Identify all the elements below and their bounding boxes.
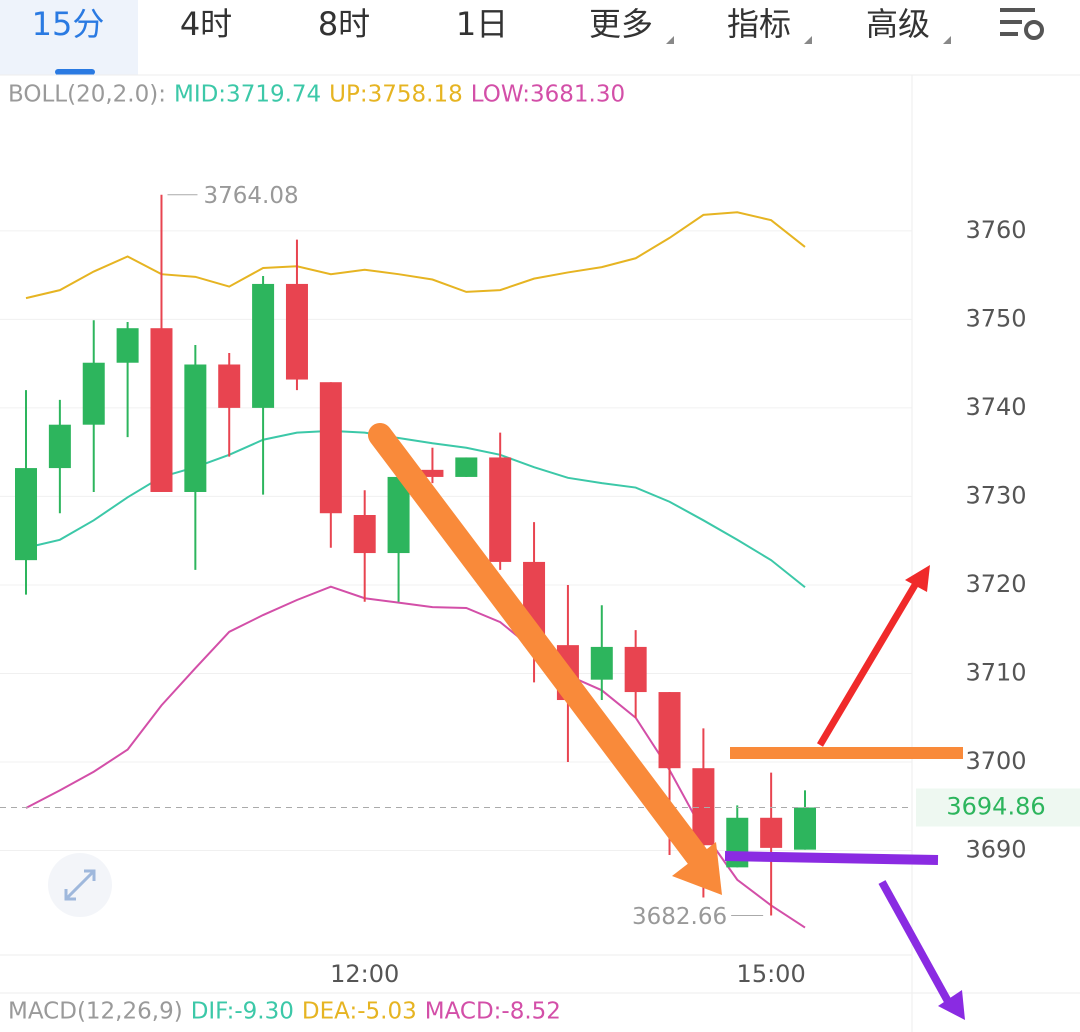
y-tick-label: 3700 (965, 747, 1026, 775)
dropdown-caret (666, 36, 674, 44)
candle-body (184, 364, 207, 492)
indicator-label: DEA:-5.03 (302, 999, 417, 1025)
indicator-label: MACD(12,26,9) (8, 999, 183, 1025)
y-tick-label: 3720 (965, 570, 1026, 598)
indicator-label: DIF:-9.30 (191, 999, 294, 1025)
expand-button[interactable] (48, 853, 112, 917)
y-tick-label: 3740 (965, 393, 1026, 421)
candle-body (252, 283, 275, 408)
tab[interactable]: 高级 (866, 5, 930, 43)
tab[interactable]: 4时 (180, 5, 232, 43)
candle-body (387, 476, 410, 554)
boll-line (25, 429, 806, 589)
candle-body (150, 328, 173, 492)
annotations (368, 423, 965, 1020)
dropdown-caret (804, 36, 812, 44)
y-tick-label: 3710 (965, 658, 1026, 686)
candle-body (319, 382, 342, 514)
low-label: 3682.66 (632, 904, 727, 930)
x-tick-label: 15:00 (737, 960, 806, 988)
candle-body (15, 468, 37, 561)
x-tick-label: 12:00 (330, 960, 399, 988)
tab[interactable]: 15分 (32, 5, 105, 43)
indicator-label: MID:3719.74 (174, 82, 321, 108)
boll-line (25, 211, 806, 300)
tab[interactable]: 1日 (456, 5, 508, 43)
candle-body (285, 283, 308, 380)
candle-body (48, 424, 71, 469)
indicator-label: LOW:3681.30 (471, 82, 625, 108)
candle-body (794, 807, 817, 850)
tab[interactable]: 指标 (727, 5, 791, 43)
candle-body (116, 328, 139, 363)
last-price-label: 3694.86 (946, 793, 1045, 821)
candle-body (353, 515, 376, 554)
candle-body (421, 469, 444, 477)
tab[interactable]: 更多 (589, 5, 653, 43)
y-tick-label: 3760 (965, 216, 1026, 244)
candle-body (624, 646, 647, 693)
candle-body (455, 457, 478, 477)
y-tick-label: 3690 (965, 836, 1026, 864)
tab[interactable]: 8时 (318, 5, 370, 43)
active-tab-indicator (55, 69, 95, 75)
candle-body (692, 768, 715, 846)
boll-line (25, 585, 806, 929)
candle-body (82, 362, 105, 425)
candle-body (760, 817, 783, 848)
y-tick-label: 3730 (965, 481, 1026, 509)
indicator-label: BOLL(20,2.0): (8, 82, 166, 108)
candle-body (590, 646, 613, 680)
candle-body (218, 364, 241, 408)
high-label: 3764.08 (203, 183, 298, 209)
candle-body (489, 457, 512, 562)
dropdown-caret (943, 36, 951, 44)
last-price-box (916, 788, 1080, 827)
active-tab-bg (0, 0, 138, 75)
indicator-label: MACD:-8.52 (425, 999, 561, 1025)
settings-icon[interactable] (1000, 8, 1044, 40)
candle-body (658, 692, 681, 769)
y-tick-label: 3750 (965, 304, 1026, 332)
indicator-label: UP:3758.18 (329, 82, 463, 108)
